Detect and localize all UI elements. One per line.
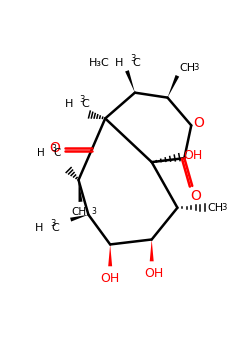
Text: OH: OH: [184, 149, 203, 162]
Text: O: O: [49, 141, 60, 155]
Text: 3: 3: [52, 144, 57, 153]
Text: C: C: [54, 148, 61, 158]
Text: CH: CH: [207, 203, 223, 213]
Text: O: O: [194, 117, 204, 131]
Text: 3: 3: [80, 94, 85, 104]
Text: H₃C: H₃C: [88, 58, 109, 68]
Polygon shape: [78, 180, 82, 202]
Text: 3: 3: [221, 203, 226, 212]
Text: C: C: [52, 223, 60, 233]
Polygon shape: [108, 244, 112, 266]
Text: H: H: [34, 223, 43, 233]
Text: 3: 3: [50, 219, 55, 228]
Text: H: H: [37, 148, 45, 158]
Text: CH: CH: [180, 63, 196, 73]
Text: H: H: [65, 99, 74, 108]
Polygon shape: [168, 75, 179, 98]
Polygon shape: [125, 70, 135, 93]
Text: 3: 3: [130, 54, 135, 63]
Text: C: C: [132, 58, 140, 68]
Text: O: O: [190, 189, 201, 203]
Text: H: H: [115, 58, 123, 68]
Text: OH: OH: [100, 272, 120, 285]
Text: 3: 3: [92, 206, 96, 216]
Text: 3: 3: [193, 63, 198, 72]
Text: C: C: [82, 99, 89, 108]
Polygon shape: [150, 239, 154, 261]
Polygon shape: [70, 215, 88, 222]
Text: OH: OH: [144, 267, 163, 280]
Text: CH: CH: [71, 207, 86, 217]
